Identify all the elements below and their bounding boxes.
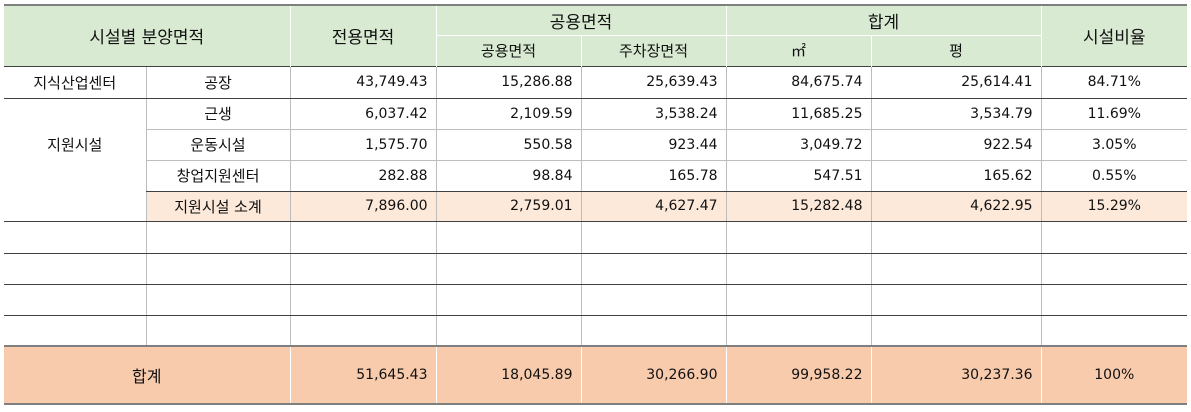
table-row: 지원시설 근생 6,037.42 2,109.59 3,538.24 11,68… bbox=[4, 98, 1188, 222]
empty-cell bbox=[1040, 253, 1188, 285]
total-m2-cell: 11,685.25 bbox=[725, 98, 872, 130]
exclusive-cell: 43,749.43 bbox=[289, 65, 437, 99]
empty-cell bbox=[289, 221, 437, 254]
header-facility-area: 시설별 분양면적 bbox=[4, 4, 291, 66]
empty-cell bbox=[145, 284, 291, 316]
empty-cell bbox=[1040, 284, 1188, 316]
empty-cell bbox=[4, 221, 146, 254]
parking-cell: 923.44 bbox=[580, 129, 727, 161]
header-total: 합계 bbox=[725, 4, 1042, 36]
empty-cell bbox=[435, 253, 582, 285]
exclusive-cell: 6,037.42 bbox=[289, 98, 437, 130]
empty-cell bbox=[435, 315, 582, 347]
header-parking-area: 주차장면적 bbox=[580, 35, 727, 66]
empty-row bbox=[4, 221, 1188, 254]
empty-cell bbox=[725, 284, 872, 316]
common-cell: 2,109.59 bbox=[435, 98, 582, 130]
header-total-pyeong: 평 bbox=[870, 35, 1042, 66]
exclusive-cell: 7,896.00 bbox=[289, 191, 437, 222]
empty-cell bbox=[145, 315, 291, 347]
total-pyeong-cell: 30,237.36 bbox=[870, 345, 1042, 405]
empty-cell bbox=[580, 284, 727, 316]
total-m2-cell: 99,958.22 bbox=[725, 345, 872, 405]
empty-cell bbox=[289, 284, 437, 316]
empty-cell bbox=[1040, 221, 1188, 254]
header-exclusive-area: 전용면적 bbox=[289, 4, 437, 66]
total-label-cell: 합계 bbox=[4, 345, 291, 405]
ratio-cell: 0.55% bbox=[1040, 160, 1188, 192]
parking-cell: 3,538.24 bbox=[580, 98, 727, 130]
area-table: 시설별 분양면적 전용면적 공용면적 합계 시설비율 공용면적 주차장면적 ㎡ … bbox=[4, 4, 1188, 405]
total-row: 합계 51,645.43 18,045.89 30,266.90 99,958.… bbox=[4, 345, 1188, 405]
common-cell: 98.84 bbox=[435, 160, 582, 192]
header-facility-ratio: 시설비율 bbox=[1040, 4, 1188, 66]
table-row: 운동시설 1,575.70 550.58 923.44 3,049.72 922… bbox=[4, 129, 1188, 161]
total-m2-cell: 3,049.72 bbox=[725, 129, 872, 161]
total-pyeong-cell: 4,622.95 bbox=[870, 191, 1042, 222]
total-m2-cell: 15,282.48 bbox=[725, 191, 872, 222]
empty-cell bbox=[289, 253, 437, 285]
common-cell: 550.58 bbox=[435, 129, 582, 161]
empty-cell bbox=[580, 221, 727, 254]
total-m2-cell: 84,675.74 bbox=[725, 65, 872, 99]
empty-cell bbox=[725, 315, 872, 347]
item-name-cell: 지원시설 소계 bbox=[145, 191, 291, 222]
parking-cell: 4,627.47 bbox=[580, 191, 727, 222]
empty-cell bbox=[435, 221, 582, 254]
empty-cell bbox=[580, 253, 727, 285]
total-pyeong-cell: 3,534.79 bbox=[870, 98, 1042, 130]
empty-cell bbox=[145, 253, 291, 285]
total-pyeong-cell: 25,614.41 bbox=[870, 65, 1042, 99]
parking-cell: 165.78 bbox=[580, 160, 727, 192]
empty-cell bbox=[870, 253, 1042, 285]
ratio-cell: 11.69% bbox=[1040, 98, 1188, 130]
total-ratio-cell: 100% bbox=[1040, 345, 1188, 405]
item-name-cell: 근생 bbox=[145, 98, 291, 130]
empty-cell bbox=[580, 315, 727, 347]
total-pyeong-cell: 922.54 bbox=[870, 129, 1042, 161]
total-exclusive-cell: 51,645.43 bbox=[289, 345, 437, 405]
parking-cell: 25,639.43 bbox=[580, 65, 727, 99]
ratio-cell: 3.05% bbox=[1040, 129, 1188, 161]
empty-cell bbox=[870, 221, 1042, 254]
total-common-cell: 18,045.89 bbox=[435, 345, 582, 405]
subtotal-row: 지원시설 소계 7,896.00 2,759.01 4,627.47 15,28… bbox=[4, 191, 1188, 222]
item-name-cell: 공장 bbox=[145, 65, 291, 99]
table-row: 창업지원센터 282.88 98.84 165.78 547.51 165.62… bbox=[4, 160, 1188, 192]
empty-cell bbox=[4, 253, 146, 285]
common-cell: 2,759.01 bbox=[435, 191, 582, 222]
empty-cell bbox=[870, 315, 1042, 347]
empty-cell bbox=[4, 315, 146, 347]
empty-cell bbox=[870, 284, 1042, 316]
item-name-cell: 운동시설 bbox=[145, 129, 291, 161]
empty-cell bbox=[435, 284, 582, 316]
empty-cell bbox=[1040, 315, 1188, 347]
ratio-cell: 15.29% bbox=[1040, 191, 1188, 222]
exclusive-cell: 1,575.70 bbox=[289, 129, 437, 161]
empty-cell bbox=[725, 221, 872, 254]
empty-row bbox=[4, 315, 1188, 347]
ratio-cell: 84.71% bbox=[1040, 65, 1188, 99]
total-parking-cell: 30,266.90 bbox=[580, 345, 727, 405]
header-total-m2: ㎡ bbox=[725, 35, 872, 66]
common-cell: 15,286.88 bbox=[435, 65, 582, 99]
total-m2-cell: 547.51 bbox=[725, 160, 872, 192]
category-cell: 지식산업센터 bbox=[4, 65, 146, 99]
empty-cell bbox=[4, 284, 146, 316]
item-name-cell: 창업지원센터 bbox=[145, 160, 291, 192]
empty-cell bbox=[145, 221, 291, 254]
category-cell: 지원시설 bbox=[4, 98, 146, 222]
exclusive-cell: 282.88 bbox=[289, 160, 437, 192]
table-row: 지식산업센터 공장 43,749.43 15,286.88 25,639.43 … bbox=[4, 65, 1188, 99]
empty-row bbox=[4, 253, 1188, 285]
empty-cell bbox=[725, 253, 872, 285]
empty-cell bbox=[289, 315, 437, 347]
header-common-area-sub: 공용면적 bbox=[435, 35, 582, 66]
empty-row bbox=[4, 284, 1188, 316]
header-common-area: 공용면적 bbox=[435, 4, 727, 36]
total-pyeong-cell: 165.62 bbox=[870, 160, 1042, 192]
